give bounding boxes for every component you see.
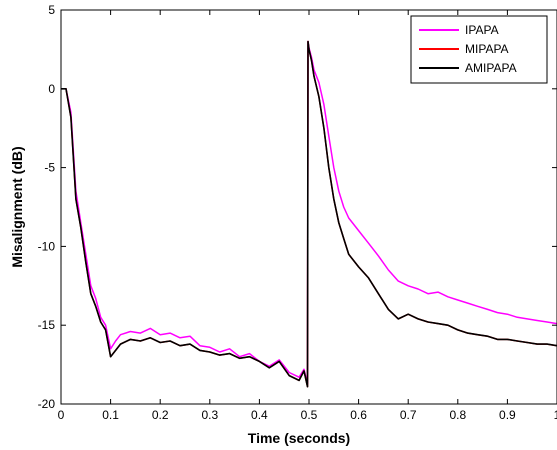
x-tick-label: 0.6 bbox=[350, 408, 367, 422]
x-axis-title: Time (seconds) bbox=[248, 430, 350, 446]
x-tick-label: 0.3 bbox=[201, 408, 218, 422]
x-tick-label: 0.1 bbox=[102, 408, 119, 422]
y-tick-label: -20 bbox=[38, 397, 56, 411]
y-tick-label: -10 bbox=[38, 239, 56, 253]
series-line-amipapa bbox=[61, 40, 557, 388]
x-tick-label: 0.8 bbox=[449, 408, 466, 422]
x-tick-label: 0.9 bbox=[499, 408, 516, 422]
y-axis-title: Misalignment (dB) bbox=[9, 146, 25, 267]
x-tick-label: 0 bbox=[58, 408, 65, 422]
x-tick-label: 0.4 bbox=[251, 408, 268, 422]
y-tick-label: -5 bbox=[44, 161, 55, 175]
y-tick-label: 0 bbox=[48, 82, 55, 96]
x-tick-label: 0.2 bbox=[152, 408, 169, 422]
y-tick-label: 5 bbox=[48, 3, 55, 17]
legend-label-mipapa: MIPAPA bbox=[465, 42, 509, 56]
legend-label-amipapa: AMIPAPA bbox=[465, 61, 517, 75]
x-tick-label: 0.5 bbox=[301, 408, 318, 422]
y-tick-label: -15 bbox=[38, 318, 56, 332]
plot-area bbox=[61, 40, 557, 388]
x-tick-label: 1 bbox=[554, 408, 557, 422]
legend: IPAPA MIPAPA AMIPAPA bbox=[410, 15, 548, 84]
legend-label-ipapa: IPAPA bbox=[465, 23, 499, 37]
tick-labels: 0 0.1 0.2 0.3 0.4 0.5 0.6 0.7 0.8 0.9 1 5 0 -5 -10 -15 -… bbox=[38, 3, 557, 422]
axes-box bbox=[60, 9, 557, 405]
x-tick-label: 0.7 bbox=[400, 408, 417, 422]
